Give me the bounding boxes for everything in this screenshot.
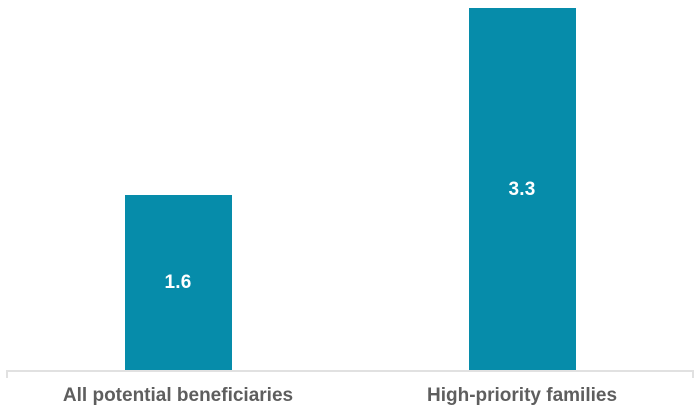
x-axis-category-labels: All potential beneficiaries High-priorit…: [6, 384, 694, 408]
bar-value-label: 3.3: [508, 178, 536, 200]
plot-area: 1.6 3.3: [6, 0, 694, 378]
category-slot-high-priority-families: 3.3: [350, 0, 694, 371]
bar-value-label: 1.6: [164, 272, 192, 293]
category-label-all-potential-beneficiaries: All potential beneficiaries: [62, 385, 294, 406]
category-label-high-priority-families: High-priority families: [426, 385, 618, 406]
bars-area: 1.6 3.3: [6, 0, 694, 371]
category-slot-all-potential-beneficiaries: 1.6: [6, 0, 350, 371]
x-axis-end-tick-left: [6, 370, 8, 378]
bar-high-priority-families: 3.3: [468, 8, 576, 371]
x-axis-end-tick-right: [692, 370, 694, 378]
bar-all-potential-beneficiaries: 1.6: [124, 195, 232, 371]
x-axis-baseline: [6, 370, 694, 372]
